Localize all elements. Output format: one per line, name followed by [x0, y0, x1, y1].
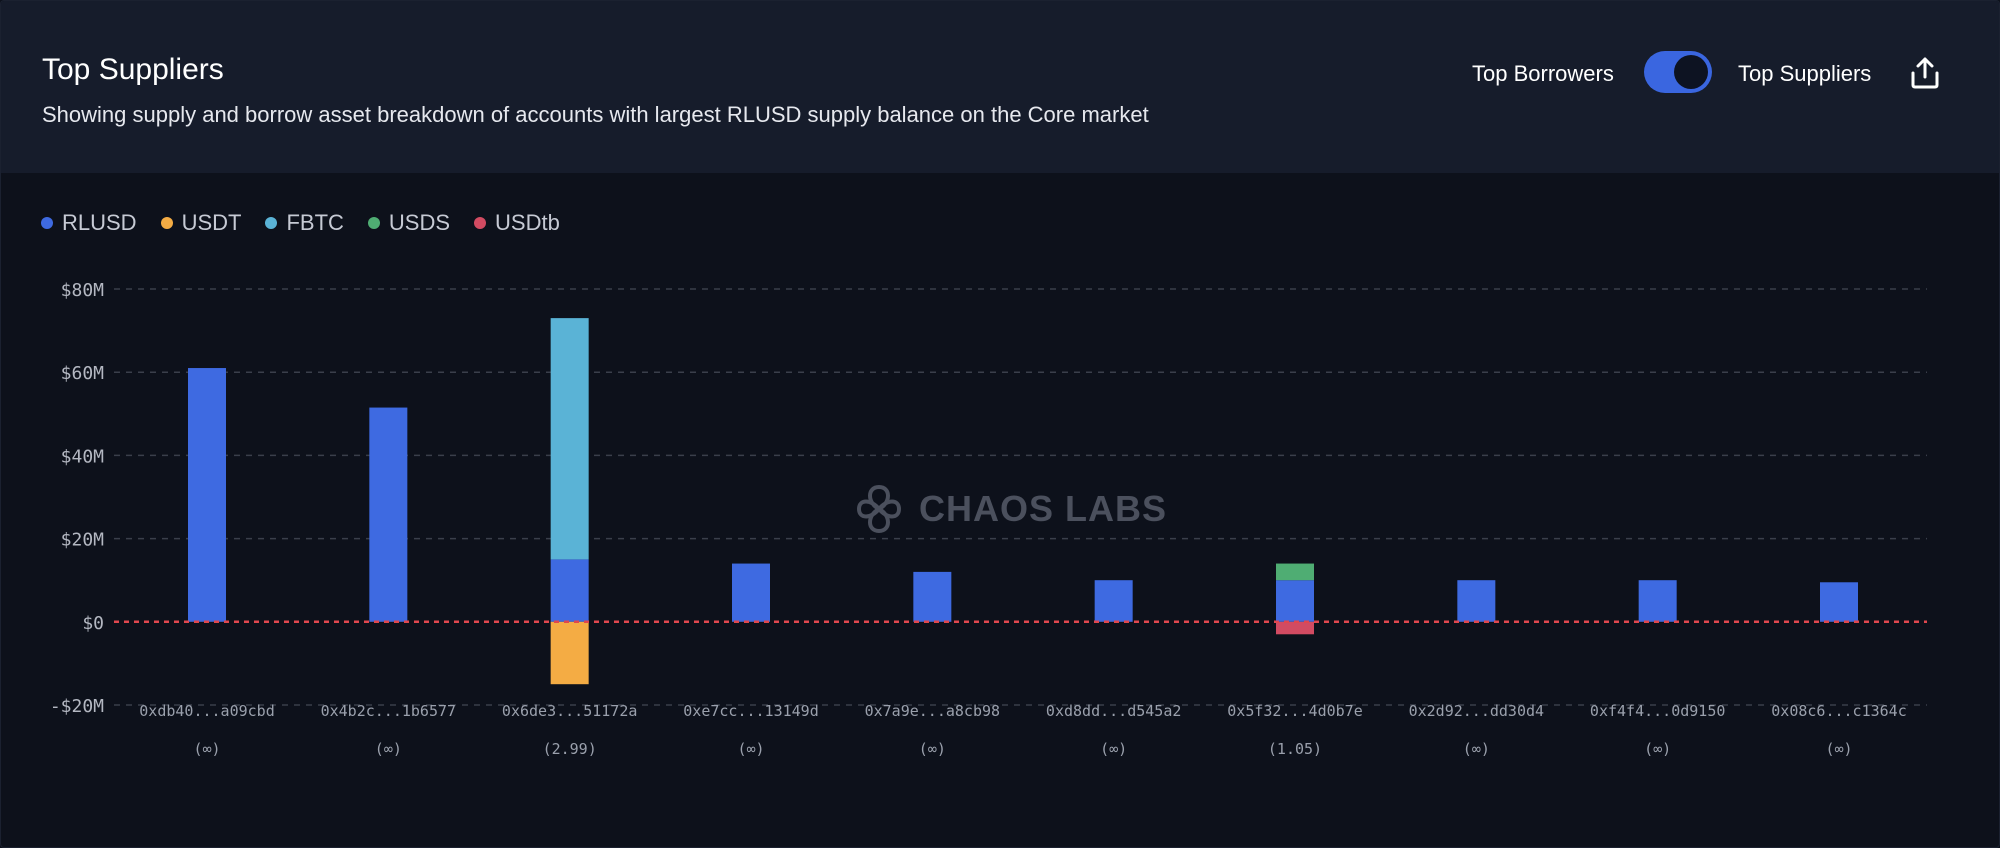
- legend-item-usds[interactable]: USDS: [367, 210, 451, 236]
- x-tick-label: 0xe7cc...13149d: [683, 702, 818, 720]
- bar-rlusd-5: [1094, 580, 1133, 622]
- x-tick-label: 0x5f32...4d0b7e: [1227, 702, 1362, 720]
- x-tick-sublabel: (∞): [1100, 740, 1127, 758]
- legend-dot-rlusd: [41, 217, 53, 229]
- legend-item-usdt[interactable]: USDT: [160, 210, 242, 236]
- bar-usdt-2: [550, 621, 589, 685]
- legend-label-usdt: USDT: [181, 210, 242, 235]
- x-tick-sublabel: (∞): [1644, 740, 1671, 758]
- legend-item-usdtb[interactable]: USDtb: [474, 210, 560, 236]
- legend-dot-usds: [367, 217, 380, 229]
- bar-rlusd-9: [1820, 582, 1858, 622]
- x-tick-sublabel: (1.05): [1268, 740, 1322, 758]
- x-tick-sublabel: (∞): [1463, 740, 1490, 758]
- bar-rlusd-3: [732, 563, 770, 622]
- legend-label-fbtc: FBTC: [286, 210, 344, 235]
- toggle-knob: [1674, 55, 1708, 89]
- legend-label-usds: USDS: [388, 210, 451, 235]
- bar-fbtc-2: [550, 318, 589, 560]
- legend-dot-usdtb: [474, 217, 487, 229]
- x-tick-label: 0x6de3...51172a: [502, 702, 637, 720]
- bar-rlusd-0: [188, 368, 226, 622]
- page-subtitle: Showing supply and borrow asset breakdow…: [42, 102, 1149, 127]
- legend-item-fbtc[interactable]: FBTC: [265, 210, 344, 236]
- bar-usds-6: [1276, 563, 1314, 581]
- chaos-labs-watermark: CHAOS LABS: [851, 479, 1167, 539]
- share-icon: [1911, 57, 1939, 89]
- legend-dot-usdt: [160, 217, 173, 229]
- y-tick-label: -$20M: [50, 696, 104, 717]
- x-tick-sublabel: (∞): [737, 740, 764, 758]
- bar-rlusd-7: [1457, 580, 1496, 622]
- x-tick-sublabel: (∞): [1825, 740, 1852, 758]
- share-button[interactable]: [1907, 55, 1943, 91]
- borrowers-suppliers-toggle[interactable]: [1644, 51, 1712, 93]
- x-tick-label: 0x08c6...c1364c: [1771, 702, 1906, 720]
- y-tick-label: $80M: [61, 280, 105, 301]
- bar-rlusd-2: [550, 559, 589, 622]
- x-tick-label: 0x4b2c...1b6577: [321, 702, 456, 720]
- bar-rlusd-1: [369, 407, 408, 622]
- x-tick-sublabel: (∞): [193, 740, 220, 758]
- x-tick-sublabel: (∞): [919, 740, 946, 758]
- bar-usdtb-6: [1276, 621, 1314, 635]
- chart-legend: RLUSD USDT FBTC USDS USDtb: [41, 208, 584, 238]
- page-title: Top Suppliers: [42, 53, 224, 86]
- legend-item-rlusd[interactable]: RLUSD: [41, 210, 137, 236]
- bar-rlusd-4: [913, 571, 952, 622]
- x-tick-label: 0x2d92...dd30d4: [1409, 702, 1544, 720]
- y-tick-label: $60M: [61, 363, 105, 384]
- x-tick-sublabel: (∞): [375, 740, 402, 758]
- x-tick-label: 0x7a9e...a8cb98: [865, 702, 1000, 720]
- x-tick-sublabel: (2.99): [543, 740, 597, 758]
- bar-rlusd-8: [1638, 580, 1677, 622]
- bar-rlusd-6: [1276, 580, 1314, 622]
- toggle-label-top-borrowers[interactable]: Top Borrowers: [1472, 61, 1614, 86]
- chaos-labs-logo-icon: [857, 485, 901, 533]
- card-header: Top Suppliers Showing supply and borrow …: [1, 1, 1999, 173]
- legend-label-usdtb: USDtb: [495, 210, 560, 235]
- legend-dot-fbtc: [265, 217, 278, 229]
- y-tick-label: $40M: [61, 446, 105, 467]
- watermark-text: CHAOS LABS: [919, 488, 1168, 529]
- y-tick-label: $0: [82, 613, 104, 634]
- x-tick-label: 0xf4f4...0d9150: [1590, 702, 1725, 720]
- legend-label-rlusd: RLUSD: [62, 210, 137, 235]
- x-tick-label: 0xd8dd...d545a2: [1046, 702, 1181, 720]
- y-tick-label: $20M: [61, 530, 105, 551]
- x-tick-label: 0xdb40...a09cbd: [139, 702, 274, 720]
- toggle-label-top-suppliers[interactable]: Top Suppliers: [1738, 61, 1872, 86]
